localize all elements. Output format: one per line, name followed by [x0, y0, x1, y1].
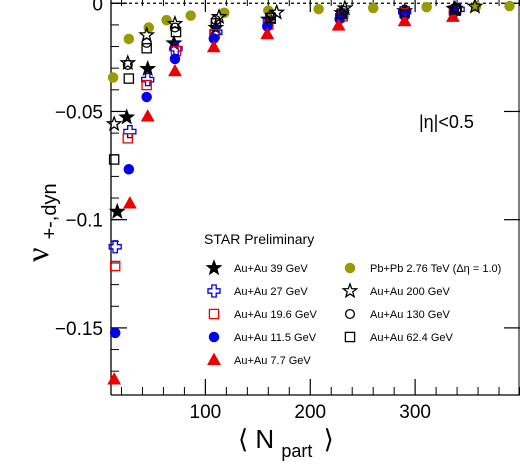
data-point — [169, 53, 181, 65]
legend-entry-label: Au+Au 11.5 GeV — [234, 332, 317, 344]
legend-marker — [341, 282, 359, 299]
data-point — [260, 26, 275, 40]
data-point — [118, 108, 136, 125]
data-point — [109, 327, 121, 339]
data-point — [268, 3, 286, 20]
data-point — [266, 10, 277, 21]
legend-marker — [208, 308, 220, 320]
data-point — [141, 37, 152, 48]
data-point — [367, 2, 379, 14]
x-axis-label-sub: part — [281, 441, 312, 461]
data-point — [185, 10, 196, 21]
data-point — [107, 372, 122, 385]
series-4 — [107, 9, 460, 385]
data-point — [141, 43, 152, 54]
y-axis-label-main: ν — [19, 248, 55, 262]
data-point — [108, 202, 126, 219]
data-point — [450, 4, 462, 15]
eta-annotation: |η|<0.5 — [419, 112, 474, 132]
legend-entry-label: Au+Au 62.4 GeV — [370, 332, 454, 344]
y-tick-label: 0 — [92, 0, 103, 15]
axes — [110, 0, 520, 396]
legend-entry-label: Au+Au 19.6 GeV — [234, 309, 318, 321]
data-point — [141, 91, 152, 103]
data-point — [122, 196, 137, 209]
y-tick-label: −0.15 — [55, 319, 103, 340]
data-point — [313, 3, 324, 15]
legend-entry-label: Au+Au 7.7 GeV — [234, 355, 311, 367]
data-point — [141, 72, 155, 87]
data-point — [166, 14, 184, 31]
legend-marker — [205, 259, 223, 276]
legend-marker — [208, 331, 220, 343]
data-point — [210, 18, 222, 29]
legend: STAR Preliminary Au+Au 39 GeV Au+Au 27 GeV… — [204, 231, 501, 367]
series-1 — [108, 2, 465, 254]
legend-entry-label: Au+Au 27 GeV — [234, 286, 308, 298]
data-point — [122, 59, 133, 70]
x-tick-label: 300 — [399, 402, 431, 423]
x-axis-label-open: ⟨ N — [238, 424, 274, 454]
y-tick-label: −0.05 — [55, 102, 103, 123]
y-axis-label-sub: +-,dyn — [39, 183, 61, 239]
data-point — [466, 0, 484, 14]
legend-title: STAR Preliminary — [204, 231, 314, 247]
data-point — [107, 72, 119, 83]
series-0 — [108, 0, 463, 219]
data-point — [105, 115, 123, 132]
legend-entry-label: Au+Au 39 GeV — [234, 263, 308, 275]
data-point — [123, 164, 135, 175]
data-point — [504, 0, 515, 12]
data-point — [109, 260, 121, 272]
data-point — [108, 154, 120, 165]
data-point — [399, 6, 410, 17]
ticks: 0 −0.05 −0.1 −0.15 100 200 300 — [55, 0, 520, 423]
data-point — [421, 1, 432, 13]
legend-marker — [344, 262, 356, 274]
legend-marker — [344, 308, 356, 320]
x-axis-label: ⟨ N part ⟩ — [238, 424, 334, 463]
legend-marker — [344, 331, 356, 343]
series-7 — [122, 4, 463, 70]
data-point — [206, 39, 221, 53]
data-point — [170, 26, 182, 38]
data-point — [123, 73, 135, 84]
data-point — [336, 0, 354, 16]
legend-marker — [207, 284, 221, 298]
y-tick-label: −0.1 — [65, 211, 103, 232]
legend-entry-label: Pb+Pb 2.76 TeV (Δη = 1.0) — [370, 263, 501, 275]
data-point — [210, 7, 228, 25]
x-axis-label-close: ⟩ — [324, 424, 334, 454]
legend-entry-label: Au+Au 200 GeV — [370, 286, 450, 298]
data-point — [123, 124, 137, 139]
data-point — [397, 13, 412, 27]
data-point — [445, 9, 460, 22]
legend-entry-label: Au+Au 130 GeV — [370, 309, 450, 321]
y-axis-label: ν +-,dyn — [19, 183, 61, 262]
data-point — [331, 18, 346, 31]
data-point — [336, 8, 347, 19]
data-point — [140, 109, 155, 122]
data-point — [123, 33, 135, 45]
series-8 — [108, 4, 462, 165]
data-point — [141, 79, 152, 91]
data-point — [108, 240, 122, 254]
x-tick-label: 100 — [190, 402, 222, 423]
data-point — [265, 12, 276, 24]
data-point — [338, 5, 349, 16]
data-point — [139, 59, 157, 77]
data-point — [122, 133, 134, 144]
legend-marker — [207, 352, 221, 366]
x-tick-label: 200 — [294, 402, 326, 423]
data-points — [105, 0, 515, 385]
data-point — [168, 63, 182, 77]
data-point — [119, 54, 137, 71]
